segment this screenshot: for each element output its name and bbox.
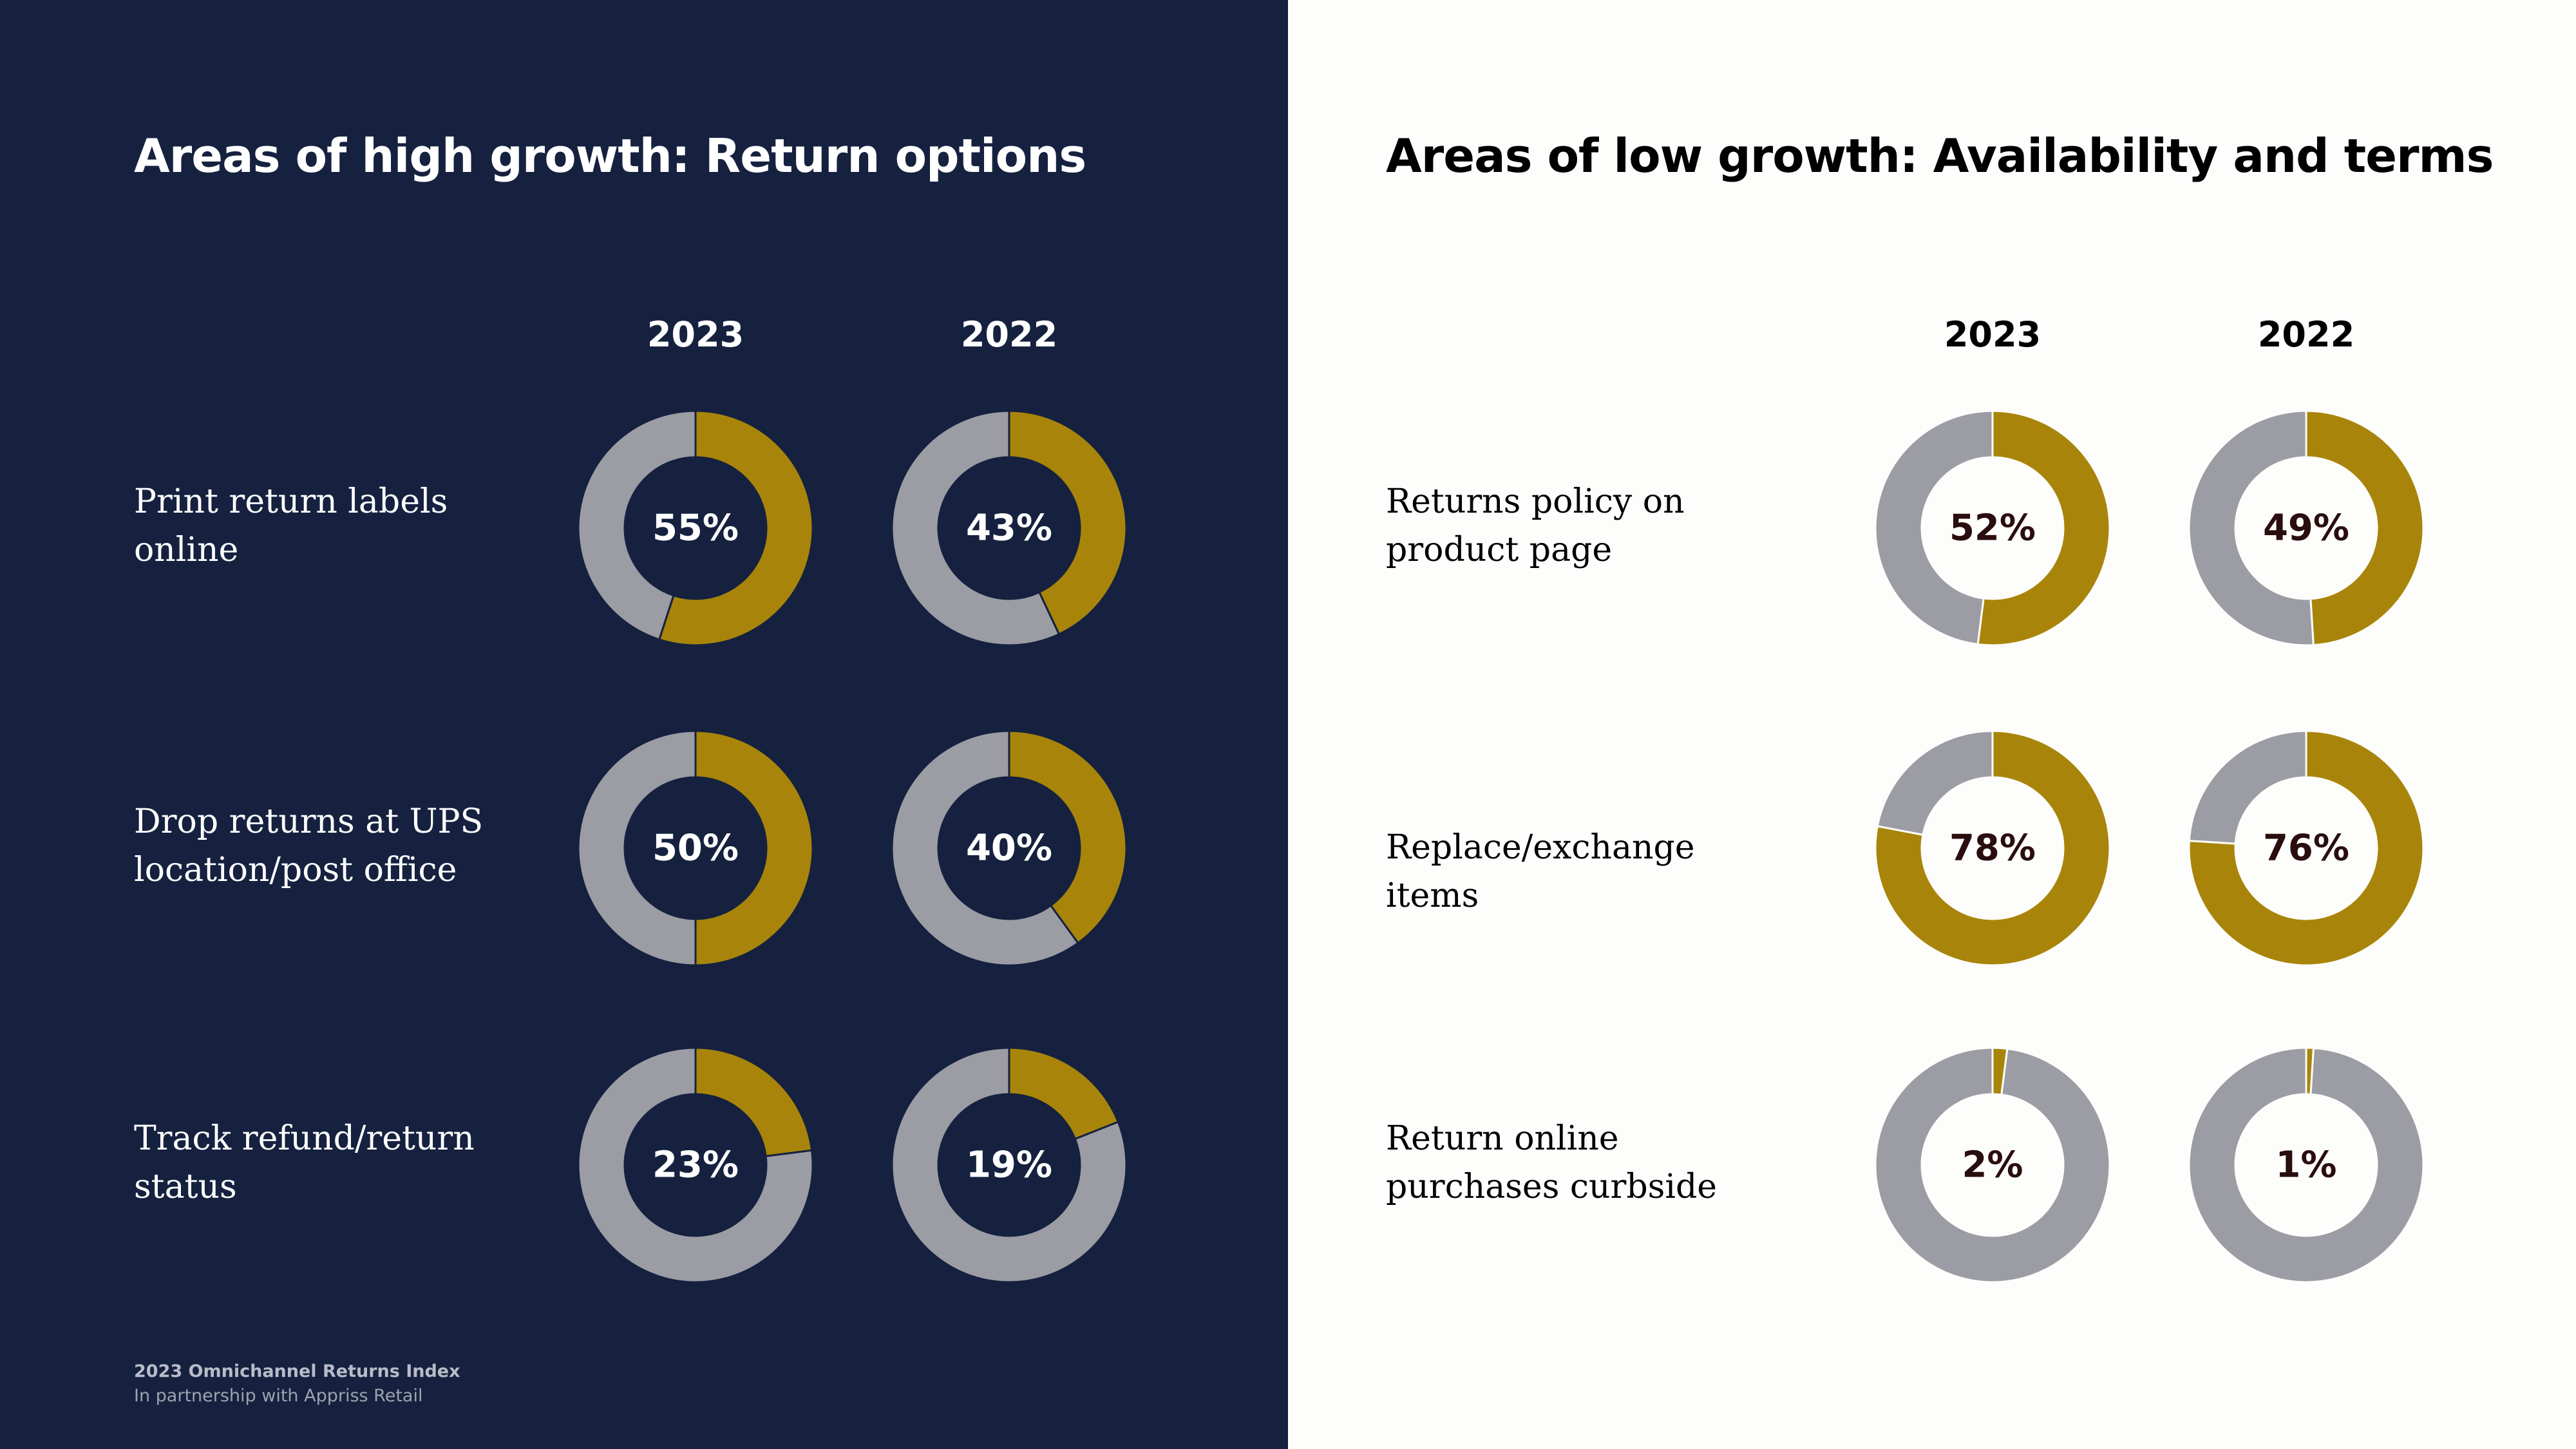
donut-value-label: 1% <box>2275 1144 2336 1186</box>
donut-print-labels-2023: 55% <box>577 410 814 647</box>
donut-segment-value <box>1976 410 2111 647</box>
right-panel-low-growth: Areas of low growth: Availability and te… <box>1288 0 2576 1449</box>
donut-value-label: 2% <box>1962 1144 2023 1186</box>
donut-segment-remainder <box>891 410 1060 647</box>
left-row-label-drop-returns: Drop returns at UPS location/post office <box>134 802 484 889</box>
donut-returns-policy-2022: 49% <box>2188 410 2425 647</box>
donut-segment-value <box>694 1046 813 1157</box>
donut-curbside-2023: 2% <box>1874 1046 2111 1283</box>
left-row-label-print-labels: Print return labels online <box>134 482 448 569</box>
donut-segment-value <box>1008 730 1128 944</box>
donut-print-labels-2022: 43% <box>891 410 1128 647</box>
donut-segment-value <box>1008 410 1128 636</box>
left-panel-high-growth: Areas of high growth: Return options 202… <box>0 0 1288 1449</box>
right-row-label-replace-exchange: Replace/exchange items <box>1386 828 1695 915</box>
donut-segment-remainder <box>2188 1046 2425 1283</box>
donut-segment-remainder <box>891 1046 1128 1283</box>
donut-segment-remainder <box>1876 730 1994 836</box>
right-row-label-curbside: Return online purchases curbside <box>1386 1119 1718 1206</box>
donut-segment-remainder <box>2188 730 2307 845</box>
footer-partnership-note: In partnership with Appriss Retail <box>134 1386 423 1406</box>
donut-segment-value <box>2305 1046 2315 1095</box>
donut-segment-remainder <box>577 730 697 967</box>
donut-value-label: 43% <box>966 507 1052 549</box>
donut-segment-value <box>1991 1046 2009 1096</box>
left-year-label-2023: 2023 <box>647 314 744 355</box>
donut-track-refund-2022: 19% <box>891 1046 1128 1283</box>
donut-segment-value <box>658 410 814 647</box>
left-year-label-2022: 2022 <box>960 314 1058 355</box>
donut-value-label: 23% <box>652 1144 739 1186</box>
donut-value-label: 40% <box>966 828 1052 869</box>
left-panel-title: Areas of high growth: Return options <box>134 129 1086 183</box>
donut-segment-value <box>2305 410 2425 647</box>
donut-segment-remainder <box>891 730 1079 967</box>
donut-value-label: 49% <box>2263 507 2349 549</box>
donut-returns-policy-2023: 52% <box>1874 410 2111 647</box>
right-row-label-returns-policy: Returns policy on product page <box>1386 482 1685 569</box>
right-year-label-2022: 2022 <box>2257 314 2355 355</box>
donut-value-label: 78% <box>1949 828 2036 869</box>
donut-segment-value <box>2188 730 2425 967</box>
donut-segment-remainder <box>1874 410 1994 646</box>
donut-value-label: 76% <box>2263 828 2349 869</box>
donut-segment-remainder <box>577 1046 814 1283</box>
donut-value-label: 52% <box>1949 507 2036 549</box>
donut-segment-value <box>1874 730 2111 967</box>
donut-replace-exchange-2023: 78% <box>1874 730 2111 967</box>
donut-segment-remainder <box>577 410 697 641</box>
donut-value-label: 50% <box>652 828 739 869</box>
right-year-label-2023: 2023 <box>1944 314 2041 355</box>
left-row-label-track-refund: Track refund/return status <box>134 1119 475 1206</box>
donut-segment-remainder <box>1874 1046 2111 1283</box>
donut-segment-value <box>694 730 814 967</box>
donut-curbside-2022: 1% <box>2188 1046 2425 1283</box>
footer-report-title: 2023 Omnichannel Returns Index <box>134 1361 460 1381</box>
donut-segment-value <box>1008 1046 1119 1141</box>
donut-drop-returns-2022: 40% <box>891 730 1128 967</box>
donut-segment-remainder <box>2188 410 2315 647</box>
donut-replace-exchange-2022: 76% <box>2188 730 2425 967</box>
donut-value-label: 19% <box>966 1144 1052 1186</box>
right-panel-title: Areas of low growth: Availability and te… <box>1386 129 2494 183</box>
donut-value-label: 55% <box>652 507 739 549</box>
donut-drop-returns-2023: 50% <box>577 730 814 967</box>
donut-track-refund-2023: 23% <box>577 1046 814 1283</box>
